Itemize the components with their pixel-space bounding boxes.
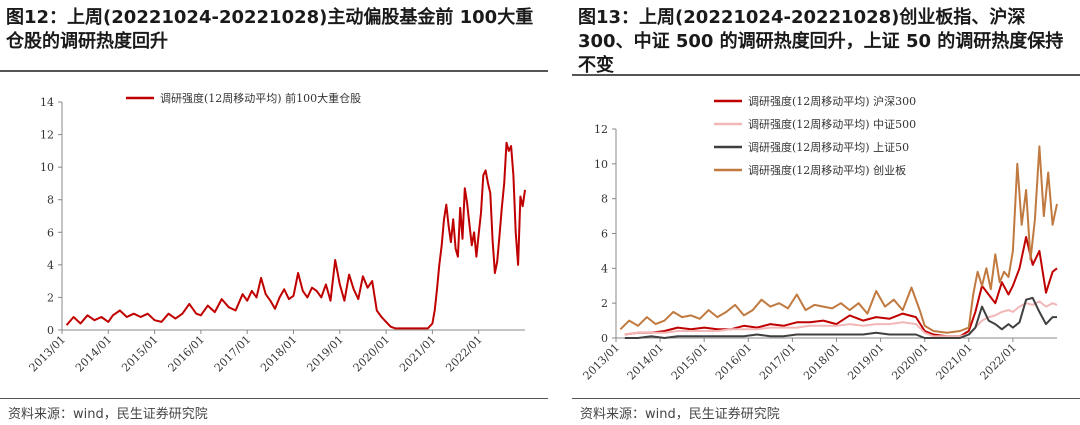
y-tick-label: 12 [594,123,608,136]
legend-label: 调研强度(12周移动平均) 中证500 [748,117,916,131]
left-bottom-rule [0,398,548,399]
left-title-rule [0,70,548,72]
series-line [624,300,1058,338]
series-line [624,236,1058,338]
x-tick-label: 2016/01 [166,333,208,375]
x-tick-label: 2019/01 [845,341,887,383]
right-title-rule [572,74,1080,76]
y-tick-label: 6 [47,226,54,239]
y-tick-label: 8 [601,193,608,206]
x-tick-label: 2015/01 [669,341,711,383]
series-line [624,296,1057,339]
right-source-note: 资料来源：wind，民生证券研究院 [580,407,780,422]
right-bottom-rule [572,398,1080,399]
x-tick-label: 2019/01 [304,333,346,375]
x-tick-label: 2018/01 [258,333,300,375]
right-panel: 图13：上周(20221024-20221028)创业板指、沪深300、中证 5… [572,0,1080,425]
x-tick-label: 2014/01 [73,333,115,375]
y-tick-label: 4 [47,259,54,272]
x-tick-label: 2015/01 [119,333,161,375]
x-tick-label: 2017/01 [757,341,799,383]
x-tick-label: 2016/01 [713,341,755,383]
x-tick-label: 2013/01 [27,333,69,375]
x-tick-label: 2013/01 [581,341,623,383]
x-tick-label: 2022/01 [443,333,485,375]
x-tick-label: 2021/01 [933,341,975,383]
legend-label: 调研强度(12周移动平均) 上证50 [748,140,909,154]
series-line [65,141,526,330]
legend-label: 调研强度(12周移动平均) 前100大重仓股 [160,91,361,105]
y-tick-label: 12 [40,129,54,142]
y-tick-label: 10 [594,158,608,171]
y-tick-label: 2 [47,291,54,304]
legend-label: 调研强度(12周移动平均) 创业板 [748,163,906,177]
x-tick-label: 2020/01 [351,333,393,375]
x-tick-label: 2014/01 [625,341,667,383]
x-tick-label: 2021/01 [397,333,439,375]
x-tick-label: 2022/01 [978,341,1020,383]
x-tick-label: 2018/01 [801,341,843,383]
x-tick-label: 2020/01 [889,341,931,383]
left-chart-title: 图12：上周(20221024-20221028)主动偏股基金前 100大重仓股… [6,7,534,52]
y-tick-label: 6 [601,228,608,241]
y-tick-label: 0 [601,332,608,345]
y-tick-label: 2 [601,297,608,310]
x-tick-label: 2017/01 [212,333,254,375]
legend-label: 调研强度(12周移动平均) 沪深300 [748,94,916,108]
left-source-note: 资料来源：wind，民生证券研究院 [8,407,208,422]
y-tick-label: 10 [40,161,54,174]
y-tick-label: 4 [601,262,608,275]
right-chart-title: 图13：上周(20221024-20221028)创业板指、沪深300、中证 5… [578,7,1064,76]
left-panel: 图12：上周(20221024-20221028)主动偏股基金前 100大重仓股… [0,7,548,422]
y-tick-label: 14 [40,96,54,109]
y-tick-label: 8 [47,194,54,207]
series-line [619,145,1058,334]
y-tick-label: 0 [47,324,54,337]
